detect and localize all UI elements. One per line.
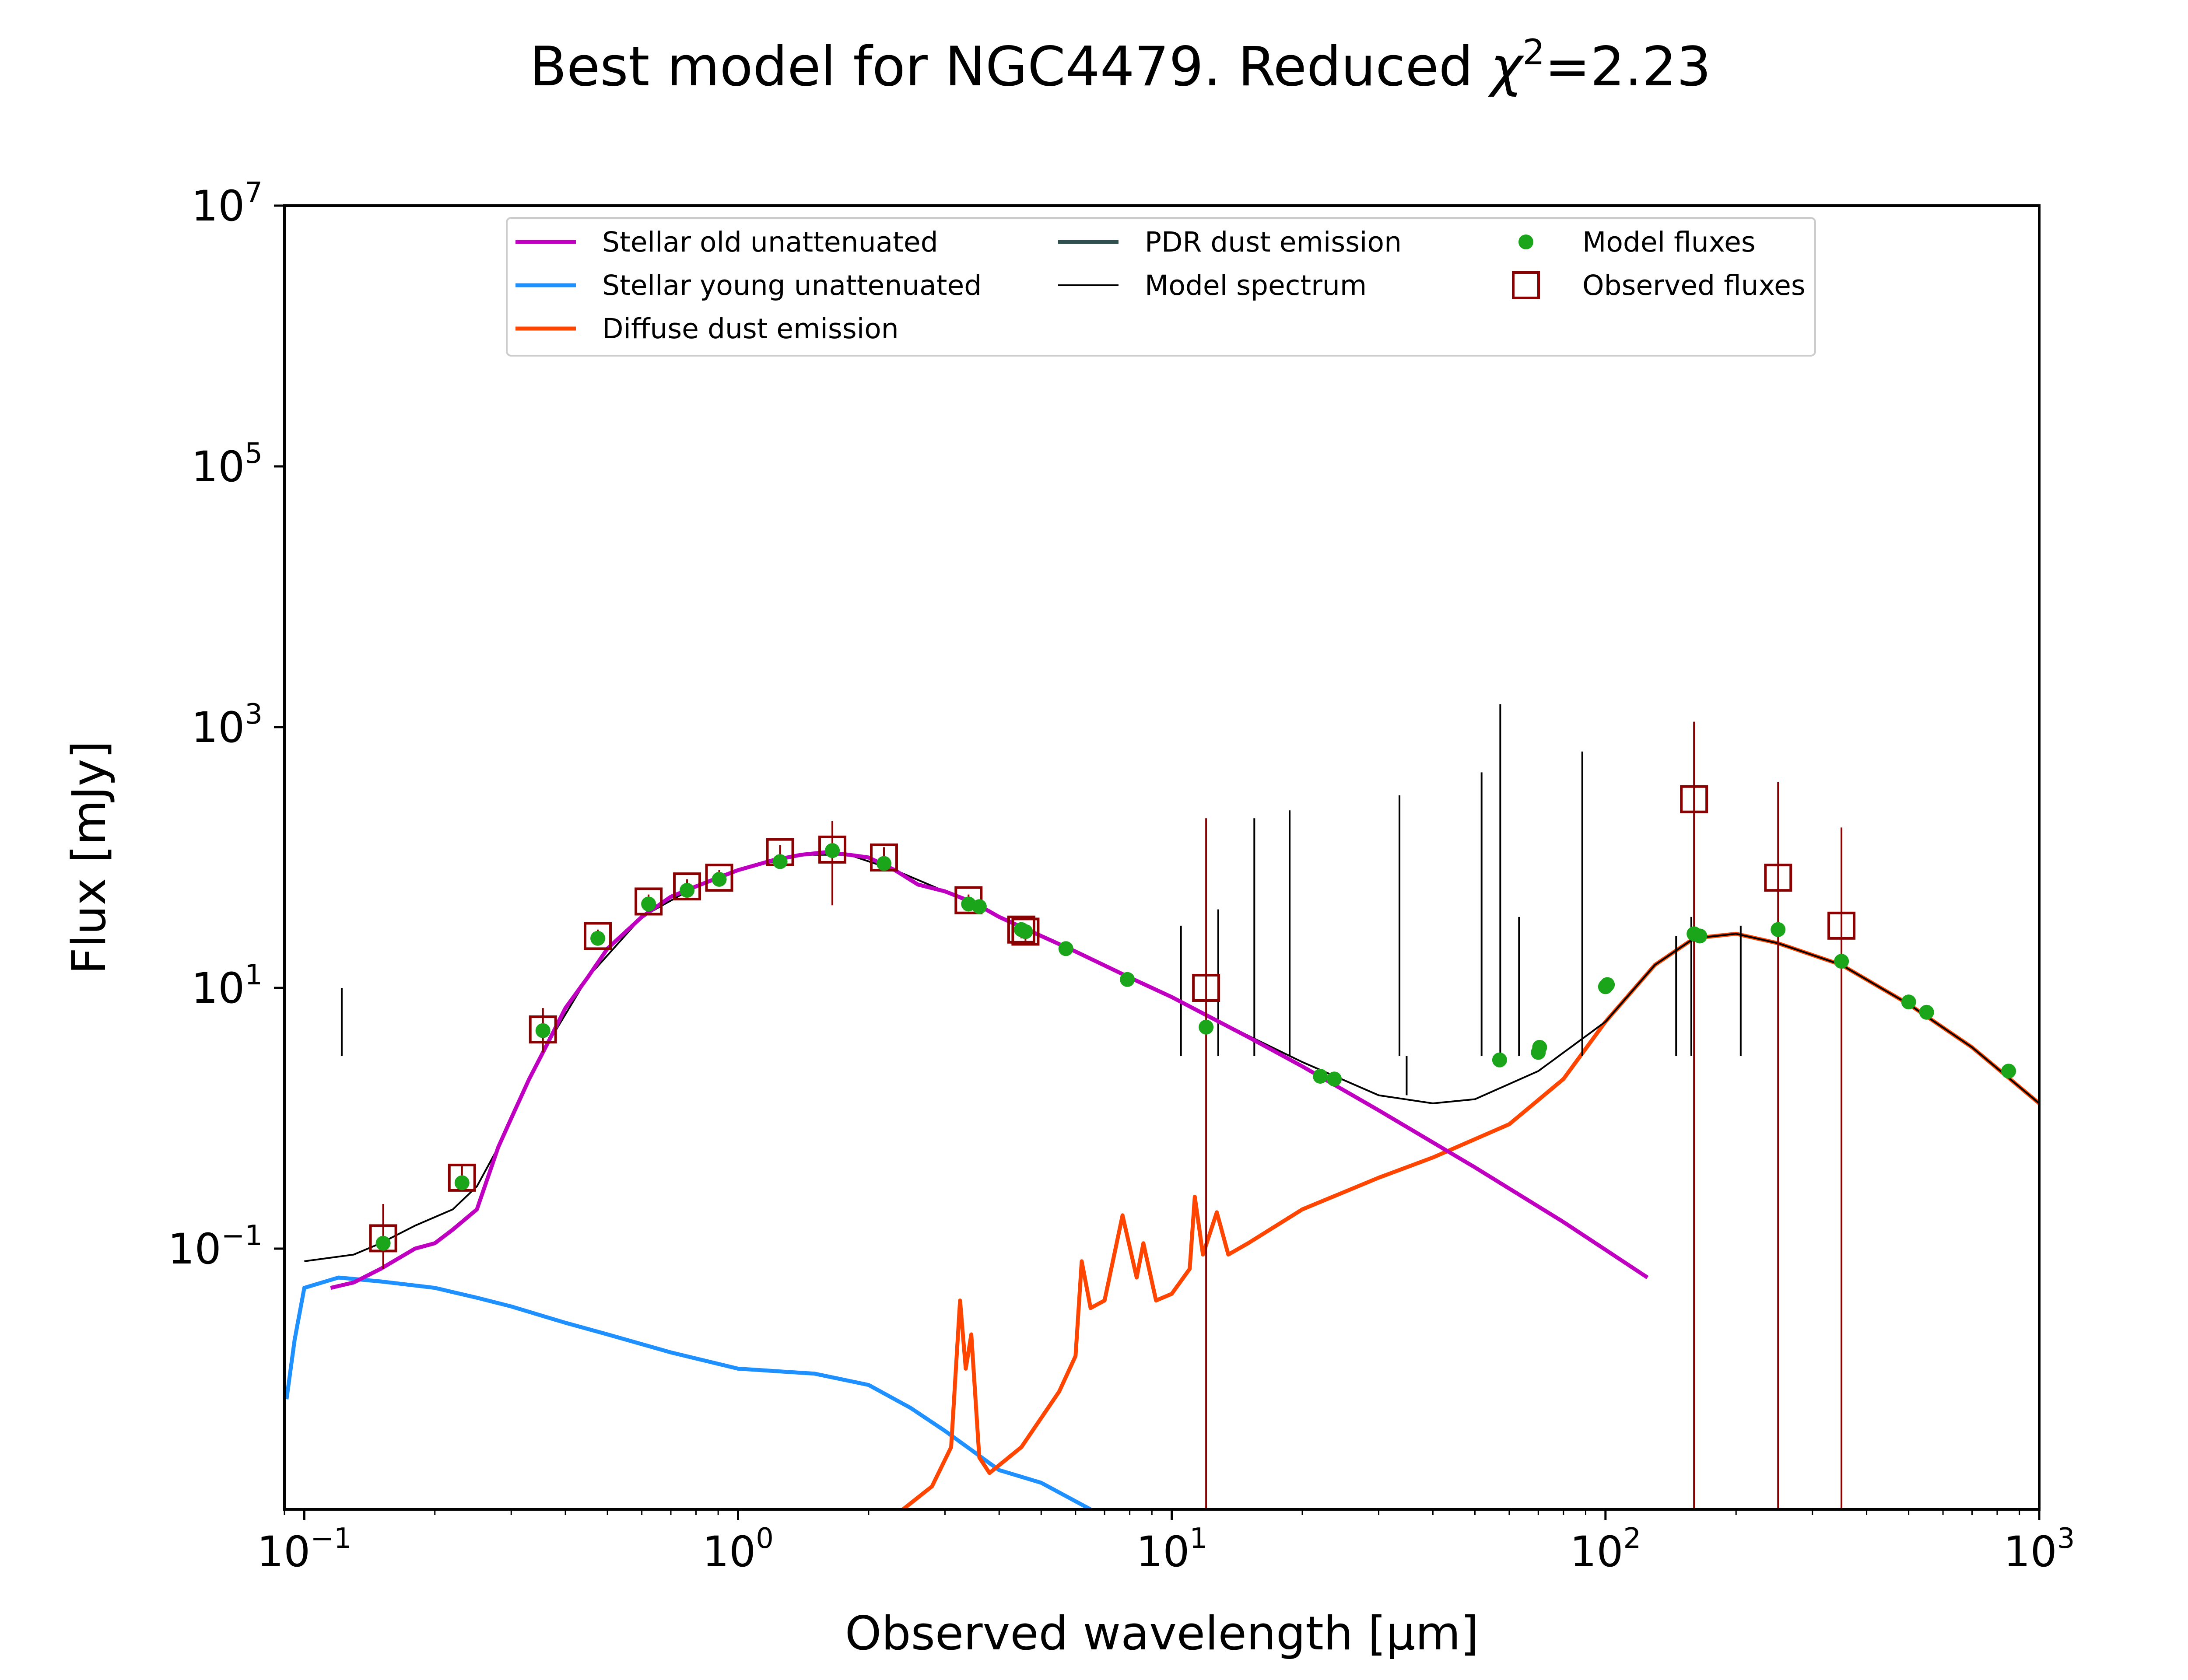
legend-box [506, 217, 1816, 357]
model-flux-point [1018, 924, 1033, 939]
model-flux-point [1692, 928, 1708, 944]
model-flux-point [1600, 977, 1615, 992]
model-flux-point [772, 854, 788, 869]
y-tick-label: 107 [191, 177, 263, 231]
y-tick-label: 101 [191, 959, 263, 1013]
legend-label-model-spectrum: Model spectrum [1145, 270, 1367, 301]
x-tick-label: 103 [2004, 1522, 2075, 1576]
observed-flux-marker [529, 1015, 557, 1043]
model-flux-point [1327, 1071, 1342, 1087]
observed-flux-marker [1764, 864, 1792, 892]
model-flux-point [590, 931, 606, 946]
model-flux-point [1058, 941, 1073, 956]
model-flux-point [1919, 1004, 1934, 1020]
model-flux-point [971, 899, 987, 914]
x-tick-label: 100 [702, 1522, 774, 1576]
legend-label-stellar-young-unattenuated: Stellar young unattenuated [602, 270, 982, 301]
x-tick-label: 101 [1136, 1522, 1207, 1576]
model-flux-point [1120, 972, 1135, 987]
observed-flux-marker [1192, 974, 1220, 1002]
plot-frame [283, 204, 2041, 1511]
model-flux-point [1313, 1068, 1328, 1084]
y-tick-label: 103 [191, 698, 263, 752]
series-stellar-young-unattenuated [284, 1275, 1092, 1509]
legend-label-model-fluxes: Model fluxes [1582, 226, 1756, 258]
series-stellar-old-unattenuated [330, 850, 1649, 1290]
x-axis-label: Observed wavelength [μm] [845, 1606, 1479, 1660]
observed-flux-marker [1827, 911, 1856, 940]
model-flux-point [535, 1023, 551, 1038]
model-flux-point [877, 856, 892, 871]
model-flux-point [375, 1236, 391, 1251]
y-tick-label: 105 [191, 438, 263, 491]
observed-flux-marker [673, 872, 701, 901]
observed-flux-marker [584, 922, 612, 950]
model-flux-point [2001, 1064, 2016, 1079]
legend-label-diffuse-dust-emission: Diffuse dust emission [602, 313, 899, 345]
model-flux-point [1199, 1019, 1214, 1035]
observed-flux-marker [818, 835, 847, 864]
model-flux-point [1492, 1052, 1507, 1068]
legend-label-observed-fluxes: Observed fluxes [1582, 270, 1806, 301]
model-flux-point [1771, 922, 1786, 937]
y-axis: 10−1 101 103 105 107 [168, 177, 284, 1274]
y-tick-label: 10−1 [168, 1220, 263, 1274]
x-axis: 10−1 100 101 102 103 [257, 1509, 2075, 1576]
observed-flux-marker [635, 887, 663, 916]
legend-label-pdr-dust-emission: PDR dust emission [1145, 226, 1402, 258]
legend-swatch-model-fluxes [1518, 234, 1533, 249]
model-flux-point [712, 872, 727, 887]
model-flux-point [1901, 994, 1916, 1010]
observed-flux-marker [369, 1224, 397, 1253]
chart-title: Best model for NGC4479. Reduced χ2=2.23 [529, 32, 1711, 98]
model-flux-point [1532, 1040, 1547, 1055]
legend-swatch-observed-fluxes [1512, 271, 1540, 299]
model-flux-point [1834, 954, 1849, 969]
model-flux-point [641, 896, 656, 912]
legend: Stellar old unattenuated Stellar young un… [506, 217, 1816, 357]
data-markers [369, 785, 2016, 1253]
observed-flux-marker [448, 1163, 476, 1192]
observed-flux-marker [705, 864, 733, 892]
x-tick-label: 102 [1570, 1522, 1641, 1576]
y-axis-label: Flux [mJy] [62, 741, 116, 974]
x-tick-label: 10−1 [257, 1522, 352, 1576]
observed-flux-marker [1011, 917, 1040, 946]
model-flux-point [454, 1175, 470, 1190]
legend-label-stellar-old-unattenuated: Stellar old unattenuated [602, 226, 938, 258]
model-flux-point [680, 883, 695, 898]
model-flux-point [825, 843, 840, 858]
observed-flux-marker [1007, 915, 1035, 944]
observed-flux-marker [1680, 785, 1708, 813]
